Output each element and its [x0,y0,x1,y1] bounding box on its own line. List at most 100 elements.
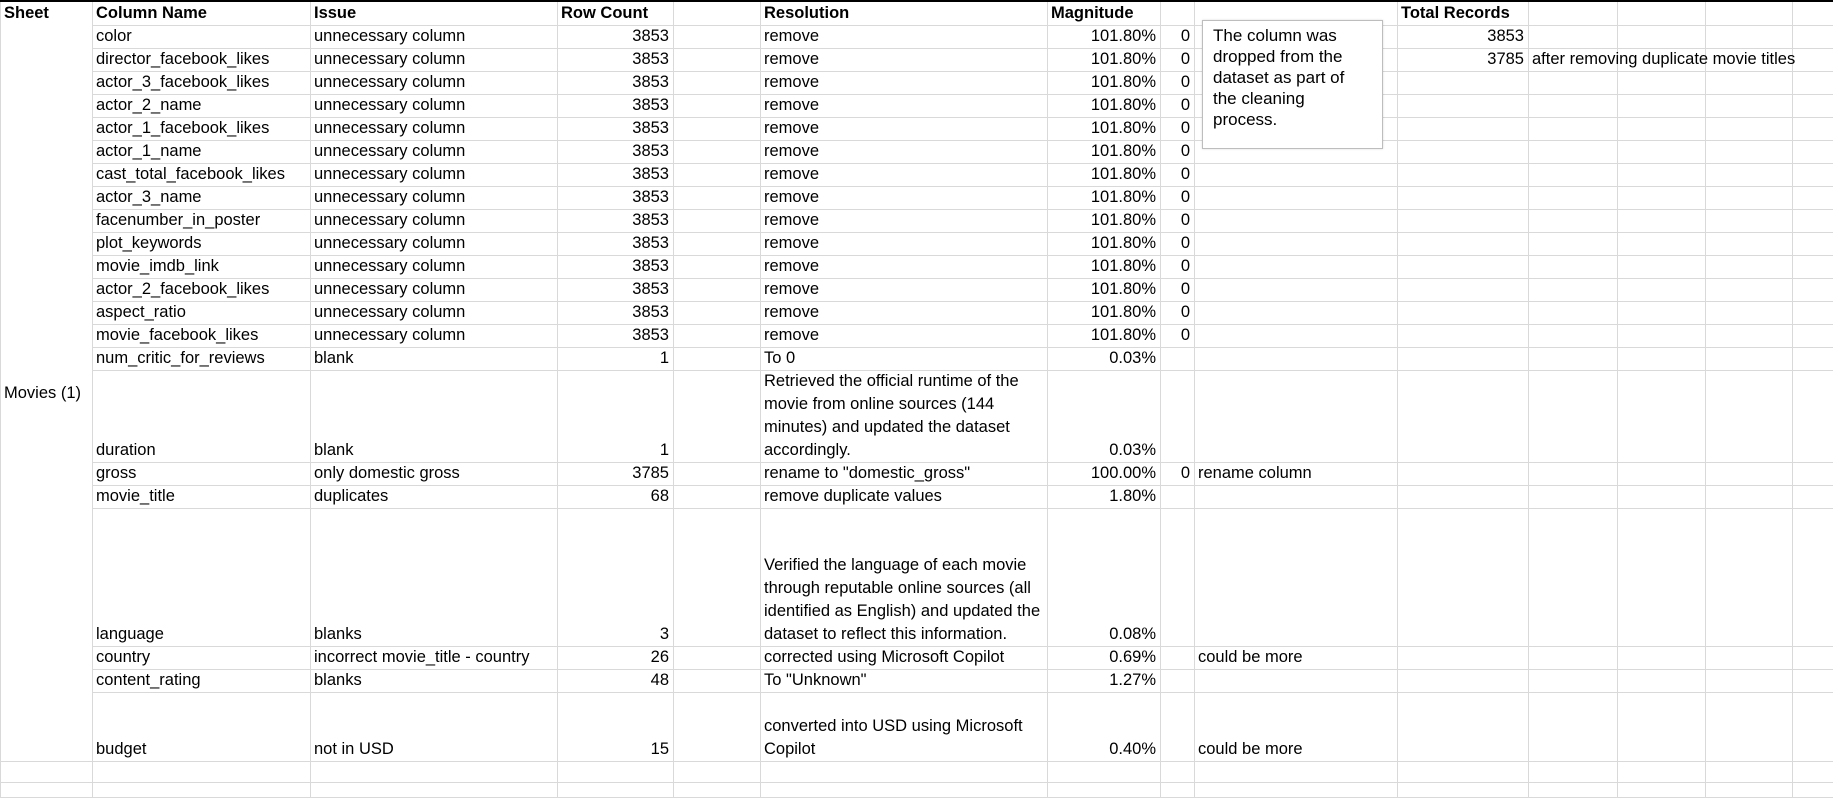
flag-cell[interactable]: 0 [1180,326,1190,344]
flag-cell[interactable]: 0 [1180,96,1190,114]
column-name-cell[interactable]: actor_2_facebook_likes [96,280,270,298]
column-name-cell[interactable]: cast_total_facebook_likes [96,165,285,183]
issue-cell[interactable]: unnecessary column [314,188,466,206]
magnitude-cell[interactable]: 0.03% [1109,441,1156,459]
row-count-cell[interactable]: 3853 [632,165,669,183]
header-column-name[interactable]: Column Name [96,4,207,22]
resolution-cell[interactable]: remove [764,280,820,298]
row-count-cell[interactable]: 3853 [632,27,669,45]
issue-cell[interactable]: unnecessary column [314,211,466,229]
column-name-cell[interactable]: duration [96,441,156,459]
column-name-cell[interactable]: budget [96,740,147,758]
column-name-cell[interactable]: actor_1_name [96,142,202,160]
flag-cell[interactable]: 0 [1180,165,1190,183]
row-count-cell[interactable]: 26 [650,648,669,666]
magnitude-cell[interactable]: 0.03% [1109,349,1156,367]
resolution-cell[interactable]: remove [764,165,820,183]
flag-cell[interactable]: 0 [1180,280,1190,298]
issue-cell[interactable]: unnecessary column [314,257,466,275]
issue-cell[interactable]: unnecessary column [314,73,466,91]
flag-cell[interactable]: 0 [1180,188,1190,206]
flag-cell[interactable]: 0 [1180,257,1190,275]
header-resolution[interactable]: Resolution [764,4,850,22]
column-name-cell[interactable]: aspect_ratio [96,303,186,321]
issue-cell[interactable]: not in USD [314,740,394,758]
resolution-cell[interactable]: To "Unknown" [764,671,867,689]
row-count-cell[interactable]: 3853 [632,257,669,275]
resolution-cell[interactable]: remove duplicate values [764,487,942,505]
resolution-cell[interactable]: remove [764,27,820,45]
row-count-cell[interactable]: 3853 [632,96,669,114]
flag-cell[interactable]: 0 [1180,211,1190,229]
row-count-cell[interactable]: 3853 [632,211,669,229]
column-name-cell[interactable]: actor_2_name [96,96,202,114]
column-name-cell[interactable]: plot_keywords [96,234,202,252]
resolution-cell[interactable]: remove [764,303,820,321]
row-count-cell[interactable]: 3853 [632,280,669,298]
note-cell[interactable]: could be more [1198,740,1303,758]
resolution-cell[interactable]: To 0 [764,349,796,367]
resolution-cell[interactable]: remove [764,211,820,229]
row-count-cell[interactable]: 68 [650,487,669,505]
column-name-cell[interactable]: movie_facebook_likes [96,326,259,344]
magnitude-cell[interactable]: 0.40% [1109,740,1156,758]
column-name-cell[interactable]: movie_title [96,487,175,505]
column-name-cell[interactable]: language [96,625,164,643]
issue-cell[interactable]: incorrect movie_title - country [314,648,530,666]
row-count-cell[interactable]: 3853 [632,142,669,160]
issue-cell[interactable]: unnecessary column [314,119,466,137]
header-issue[interactable]: Issue [314,4,357,22]
total-records-cell[interactable]: 3853 [1487,27,1524,45]
magnitude-cell[interactable]: 101.80% [1090,96,1156,114]
magnitude-cell[interactable]: 101.80% [1090,280,1156,298]
flag-cell[interactable]: 0 [1180,50,1190,68]
issue-cell[interactable]: blank [314,441,354,459]
magnitude-cell[interactable]: 0.69% [1109,648,1156,666]
resolution-cell[interactable]: converted into USD using Microsoft Copil… [760,692,1047,761]
total-note-cell[interactable]: after removing duplicate movie titles [1532,50,1796,68]
row-count-cell[interactable]: 1 [659,441,669,459]
resolution-cell[interactable]: rename to "domestic_gross" [764,464,971,482]
resolution-cell[interactable]: remove [764,142,820,160]
issue-cell[interactable]: duplicates [314,487,389,505]
column-name-cell[interactable]: actor_1_facebook_likes [96,119,270,137]
issue-cell[interactable]: unnecessary column [314,50,466,68]
column-name-cell[interactable]: content_rating [96,671,201,689]
issue-cell[interactable]: blanks [314,625,362,643]
issue-cell[interactable]: unnecessary column [314,234,466,252]
issue-cell[interactable]: unnecessary column [314,326,466,344]
header-magnitude[interactable]: Magnitude [1051,4,1134,22]
magnitude-cell[interactable]: 101.80% [1090,119,1156,137]
flag-cell[interactable]: 0 [1180,464,1190,482]
flag-cell[interactable]: 0 [1180,27,1190,45]
column-name-cell[interactable]: actor_3_facebook_likes [96,73,270,91]
magnitude-cell[interactable]: 101.80% [1090,188,1156,206]
magnitude-cell[interactable]: 101.80% [1090,50,1156,68]
magnitude-cell[interactable]: 101.80% [1090,165,1156,183]
issue-cell[interactable]: unnecessary column [314,27,466,45]
row-count-cell[interactable]: 3785 [632,464,669,482]
resolution-cell[interactable]: remove [764,234,820,252]
row-count-cell[interactable]: 3 [659,625,669,643]
row-count-cell[interactable]: 3853 [632,119,669,137]
issue-cell[interactable]: only domestic gross [314,464,460,482]
magnitude-cell[interactable]: 101.80% [1090,303,1156,321]
row-count-cell[interactable]: 3853 [632,50,669,68]
column-name-cell[interactable]: facenumber_in_poster [96,211,261,229]
magnitude-cell[interactable]: 101.80% [1090,234,1156,252]
note-cell[interactable]: could be more [1198,648,1303,666]
issue-cell[interactable]: unnecessary column [314,280,466,298]
header-total-records[interactable]: Total Records [1401,4,1510,22]
column-name-cell[interactable]: gross [96,464,137,482]
magnitude-cell[interactable]: 101.80% [1090,142,1156,160]
row-count-cell[interactable]: 3853 [632,188,669,206]
magnitude-cell[interactable]: 1.27% [1109,671,1156,689]
magnitude-cell[interactable]: 101.80% [1090,211,1156,229]
flag-cell[interactable]: 0 [1180,73,1190,91]
resolution-cell[interactable]: Retrieved the official runtime of the mo… [760,370,1047,462]
resolution-cell[interactable]: remove [764,96,820,114]
issue-cell[interactable]: unnecessary column [314,142,466,160]
column-name-cell[interactable]: movie_imdb_link [96,257,219,275]
row-count-cell[interactable]: 3853 [632,326,669,344]
column-name-cell[interactable]: actor_3_name [96,188,202,206]
